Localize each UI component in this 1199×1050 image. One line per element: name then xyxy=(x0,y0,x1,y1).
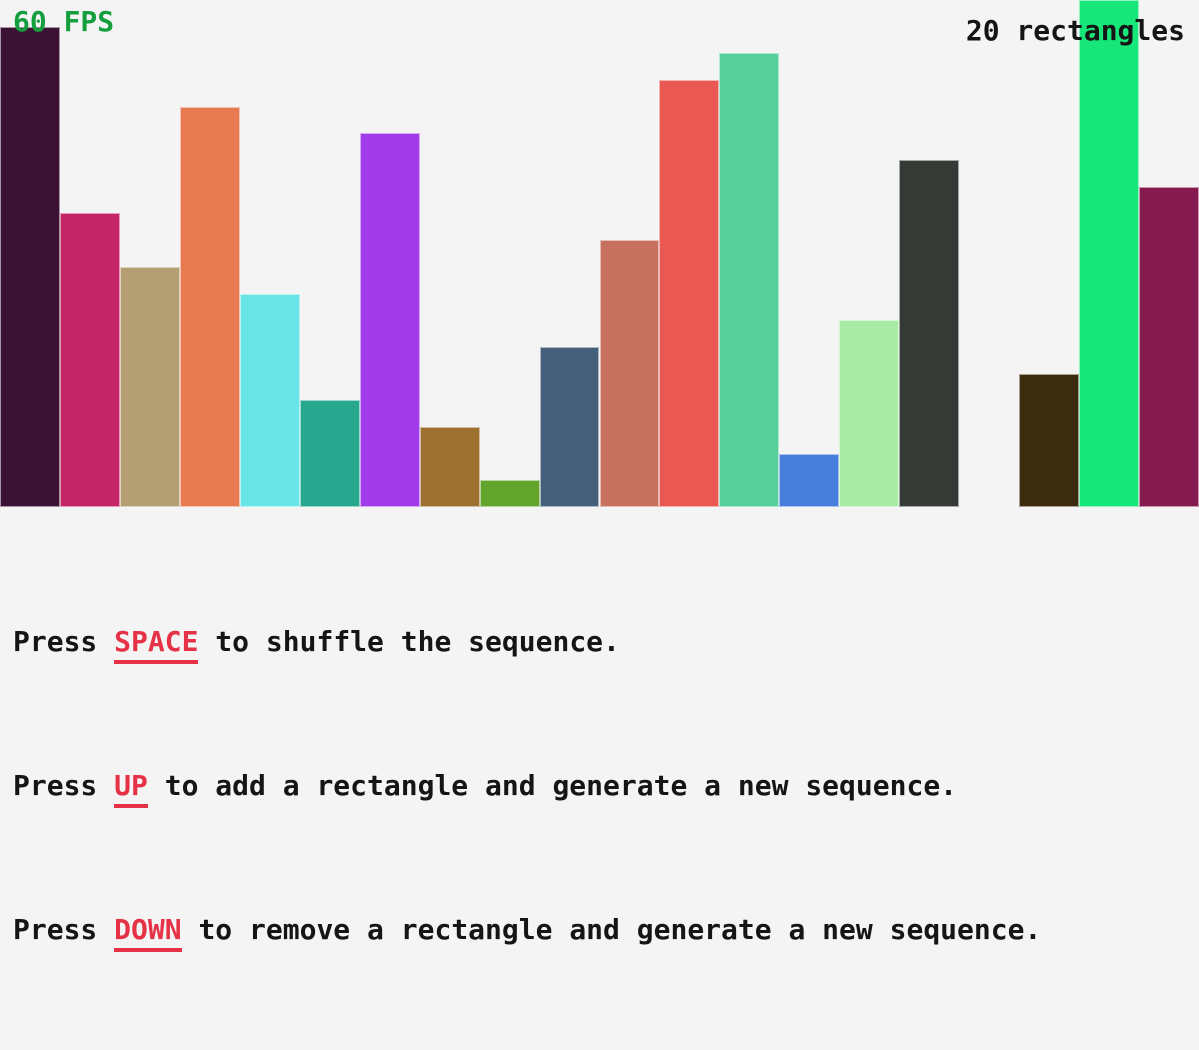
instruction-line-shuffle: Press SPACE to shuffle the sequence. xyxy=(13,618,1041,666)
instruction-line-remove: Press DOWN to remove a rectangle and gen… xyxy=(13,906,1041,954)
instruction-prefix: Press xyxy=(13,625,115,658)
rectangle-bar xyxy=(1079,0,1140,507)
instruction-suffix: to shuffle the sequence. xyxy=(198,625,620,658)
instruction-prefix: Press xyxy=(13,769,115,802)
rectangle-bar xyxy=(299,400,360,507)
key-space: SPACE xyxy=(114,625,199,664)
rectangle-bar xyxy=(59,213,120,507)
rectangle-bar xyxy=(1019,373,1080,507)
rectangle-bar xyxy=(479,480,540,507)
rectangle-bar xyxy=(839,320,900,507)
rectangle-bar xyxy=(0,26,60,507)
rectangle-bar xyxy=(899,160,960,507)
rectangle-bar xyxy=(119,266,180,507)
instruction-suffix: to remove a rectangle and generate a new… xyxy=(181,913,1042,946)
rectangle-bar xyxy=(239,293,300,507)
rectangle-bar xyxy=(419,426,480,507)
rectangle-count: 20 rectangles xyxy=(965,14,1185,47)
instruction-suffix: to add a rectangle and generate a new se… xyxy=(147,769,958,802)
rectangle-bar xyxy=(359,133,420,507)
rectangle-bar xyxy=(539,346,600,507)
instruction-prefix: Press xyxy=(13,913,115,946)
fps-counter: 60 FPS xyxy=(13,5,115,38)
rectangle-bar xyxy=(1139,186,1199,507)
rectangle-bar xyxy=(599,240,660,507)
bars-canvas xyxy=(0,0,1199,507)
rectangle-bar xyxy=(659,80,720,507)
instruction-line-add: Press UP to add a rectangle and generate… xyxy=(13,762,1041,810)
rectangle-bar xyxy=(179,106,240,507)
rectangle-bar xyxy=(779,453,840,507)
sorting-visualizer-app: 60 FPS 20 rectangles Press SPACE to shuf… xyxy=(0,0,1199,952)
key-down: DOWN xyxy=(114,913,182,952)
instructions: Press SPACE to shuffle the sequence. Pre… xyxy=(13,522,1041,1050)
rectangle-bar xyxy=(719,53,780,507)
key-up: UP xyxy=(114,769,148,808)
